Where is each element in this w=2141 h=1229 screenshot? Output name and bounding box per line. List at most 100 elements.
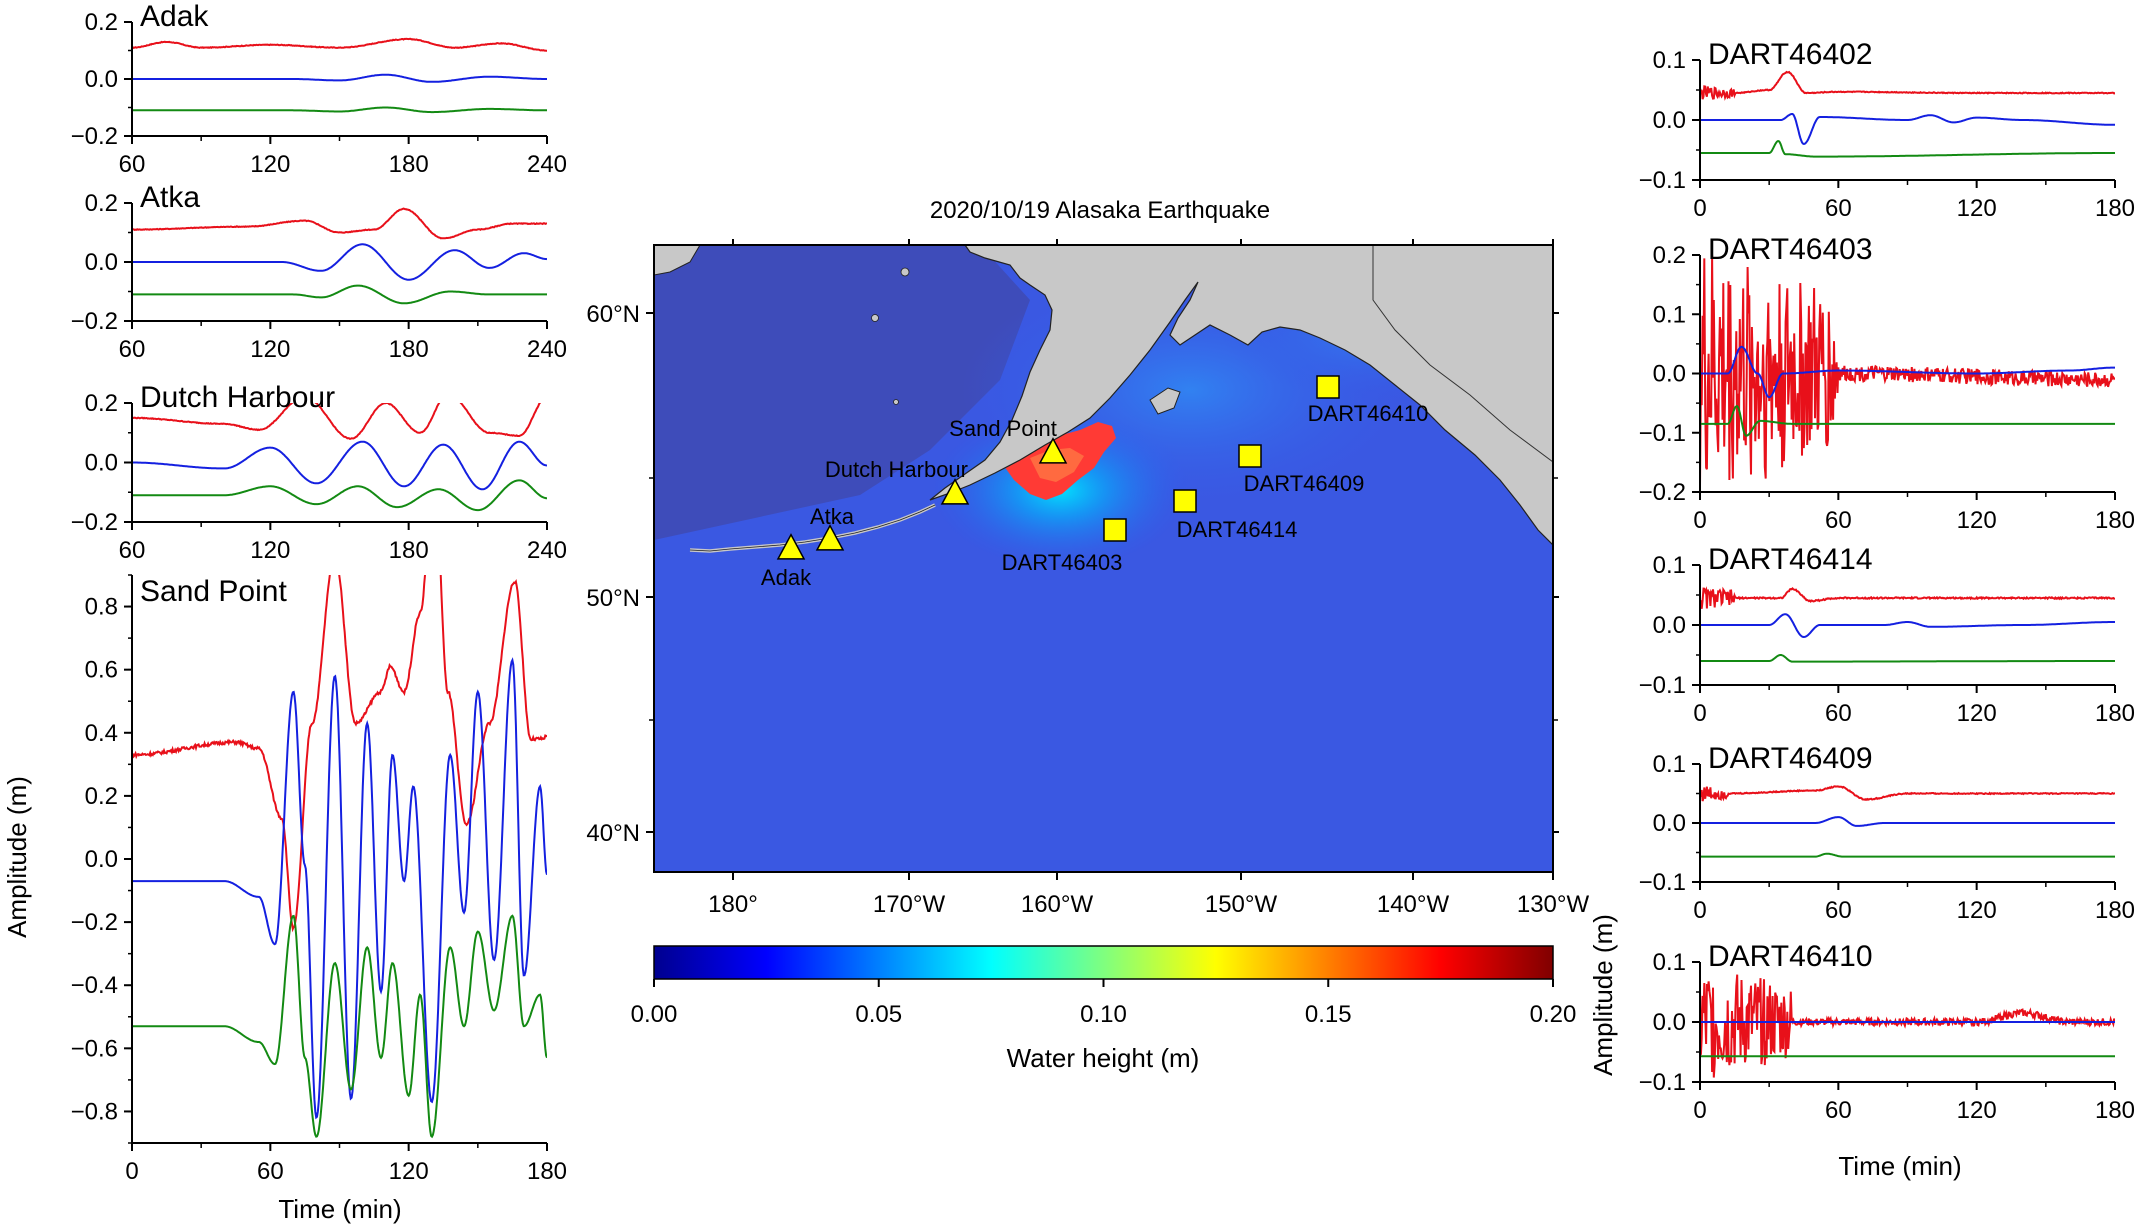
series-line-observed bbox=[132, 37, 547, 52]
lon-tick-label: 170°W bbox=[873, 891, 946, 918]
x-tick-label: 60 bbox=[1825, 700, 1852, 727]
tide-gauge-atka bbox=[815, 524, 845, 551]
y-tick-label: 0.0 bbox=[85, 66, 118, 93]
series-group bbox=[1700, 255, 2115, 486]
x-tick-label: 0 bbox=[1693, 195, 1706, 222]
y-tick-label: −0.4 bbox=[71, 972, 118, 999]
series-group bbox=[1700, 785, 2115, 858]
x-tick-label: 120 bbox=[250, 151, 290, 178]
tide-gauge-label: Atka bbox=[810, 504, 855, 529]
x-tick-label: 180 bbox=[2095, 700, 2135, 727]
y-tick-label: 0.1 bbox=[1653, 47, 1686, 74]
panel-title: DART46409 bbox=[1708, 742, 1873, 775]
y-tick-label: −0.6 bbox=[71, 1035, 118, 1062]
x-tick-label: 120 bbox=[1957, 700, 1997, 727]
tide-gauge-dutch-harbour bbox=[940, 478, 970, 505]
series-line-model_a bbox=[132, 73, 547, 83]
y-tick-label: 0.1 bbox=[1653, 949, 1686, 976]
colorbar-label: Water height (m) bbox=[1007, 1043, 1200, 1073]
series-line-model_b bbox=[1700, 140, 2115, 158]
y-tick-label: 0.0 bbox=[1653, 361, 1686, 388]
x-tick-label: 60 bbox=[1825, 1097, 1852, 1124]
colorbar-tick-label: 0.00 bbox=[631, 1001, 678, 1028]
y-tick-label: 0.4 bbox=[85, 720, 118, 747]
y-tick-label: −0.1 bbox=[1639, 1069, 1686, 1096]
x-tick-label: 60 bbox=[119, 537, 146, 564]
x-tick-label: 180 bbox=[2095, 1097, 2135, 1124]
panel-title: Atka bbox=[140, 181, 200, 214]
dart-buoy-dart46403 bbox=[1103, 518, 1127, 542]
x-tick-label: 120 bbox=[250, 537, 290, 564]
lat-tick-label: 50°N bbox=[586, 585, 640, 612]
series-group bbox=[132, 37, 547, 114]
y-tick-label: 0.6 bbox=[85, 657, 118, 684]
panel-dart46410: 0.1 0.0 −0.1 0 60 120 180 DART46410 bbox=[1639, 940, 2135, 1124]
x-tick-label: 0 bbox=[1693, 700, 1706, 727]
y-tick-label: 0.0 bbox=[85, 450, 118, 477]
y-tick-label: 0.0 bbox=[1653, 810, 1686, 837]
series-line-model_b bbox=[1700, 405, 2115, 437]
y-tick-label: −0.8 bbox=[71, 1098, 118, 1125]
series-group bbox=[132, 207, 547, 305]
y-tick-label: −0.1 bbox=[1639, 420, 1686, 447]
x-tick-label: 180 bbox=[2095, 195, 2135, 222]
dart-buoy-dart46410 bbox=[1316, 375, 1340, 399]
panel-sand-point: 0.8 0.6 0.4 0.2 0.0 −0.2 −0.4 −0.6 −0.8 0 60 120 180… bbox=[71, 574, 567, 1185]
lat-tick-label: 40°N bbox=[586, 820, 640, 847]
colorbar-tick-label: 0.10 bbox=[1080, 1001, 1127, 1028]
series-line-observed bbox=[1700, 70, 2115, 101]
series-line-model_a bbox=[132, 440, 547, 491]
x-tick-label: 0 bbox=[1693, 1097, 1706, 1124]
panel-dart46414: 0.1 0.0 −0.1 0 60 120 180 DART46414 bbox=[1639, 543, 2135, 727]
y-tick-label: 0.2 bbox=[85, 783, 118, 810]
panel-title: Dutch Harbour bbox=[140, 381, 335, 414]
panel-adak: 0.2 0.0 −0.260 120 180 240 Adak bbox=[71, 0, 567, 178]
colorbar-gradient bbox=[653, 945, 1554, 980]
tide-gauge-label: Sand Point bbox=[949, 416, 1057, 441]
panel-dart46403: 0.2 0.1 0.0 −0.1 −0.2 0 60 120 180 DART46403 bbox=[1639, 233, 2135, 534]
kodiak-island bbox=[1149, 387, 1181, 415]
dart-buoy-label: DART46414 bbox=[1177, 517, 1298, 542]
x-tick-label: 60 bbox=[1825, 897, 1852, 924]
y-tick-label: −0.2 bbox=[71, 509, 118, 536]
colorbar-tick-label: 0.15 bbox=[1305, 1001, 1352, 1028]
x-tick-label: 60 bbox=[257, 1158, 284, 1185]
y-tick-label: −0.1 bbox=[1639, 167, 1686, 194]
x-tick-label: 60 bbox=[1825, 507, 1852, 534]
series-line-observed bbox=[132, 207, 547, 240]
map-title: 2020/10/19 Alasaka Earthquake bbox=[930, 197, 1270, 224]
x-tick-label: 120 bbox=[1957, 1097, 1997, 1124]
x-tick-label: 180 bbox=[2095, 897, 2135, 924]
tide-gauge-adak bbox=[776, 533, 806, 560]
bering-sea bbox=[654, 245, 1030, 540]
y-tick-label: 0.1 bbox=[1653, 301, 1686, 328]
lon-tick-label: 160°W bbox=[1021, 891, 1094, 918]
y-tick-label: 0.2 bbox=[85, 9, 118, 36]
y-tick-label: 0.0 bbox=[1653, 107, 1686, 134]
x-tick-label: 180 bbox=[389, 336, 429, 363]
dart-buoy-label: DART46403 bbox=[1002, 550, 1123, 575]
x-tick-label: 120 bbox=[1957, 195, 1997, 222]
x-tick-label: 180 bbox=[2095, 507, 2135, 534]
series-group bbox=[132, 403, 547, 512]
y-tick-label: −0.2 bbox=[71, 308, 118, 335]
x-tick-label: 240 bbox=[527, 537, 567, 564]
panel-dart46402: 0.1 0.0 −0.1 0 60 120 180 DART46402 bbox=[1639, 38, 2135, 222]
series-line-observed bbox=[1700, 974, 2115, 1078]
series-line-model_b bbox=[132, 284, 547, 305]
dart-buoy-dart46409 bbox=[1238, 444, 1262, 468]
y-tick-label: 0.0 bbox=[1653, 612, 1686, 639]
x-tick-label: 180 bbox=[527, 1158, 567, 1185]
y-tick-label: 0.1 bbox=[1653, 552, 1686, 579]
lat-tick-label: 60°N bbox=[586, 301, 640, 328]
lon-tick-label: 180° bbox=[708, 891, 758, 918]
tide-gauge-sand-point bbox=[1038, 437, 1068, 464]
panel-dart46409: 0.1 0.0 −0.1 0 60 120 180 DART46409 bbox=[1639, 742, 2135, 924]
series-line-model_a bbox=[1700, 345, 2115, 399]
colorbar-tick-label: 0.05 bbox=[855, 1001, 902, 1028]
panel-title: DART46414 bbox=[1708, 543, 1873, 576]
canada-border bbox=[1372, 245, 1553, 463]
x-tick-label: 120 bbox=[1957, 897, 1997, 924]
left-y-axis-title: Amplitude (m) bbox=[2, 776, 32, 938]
